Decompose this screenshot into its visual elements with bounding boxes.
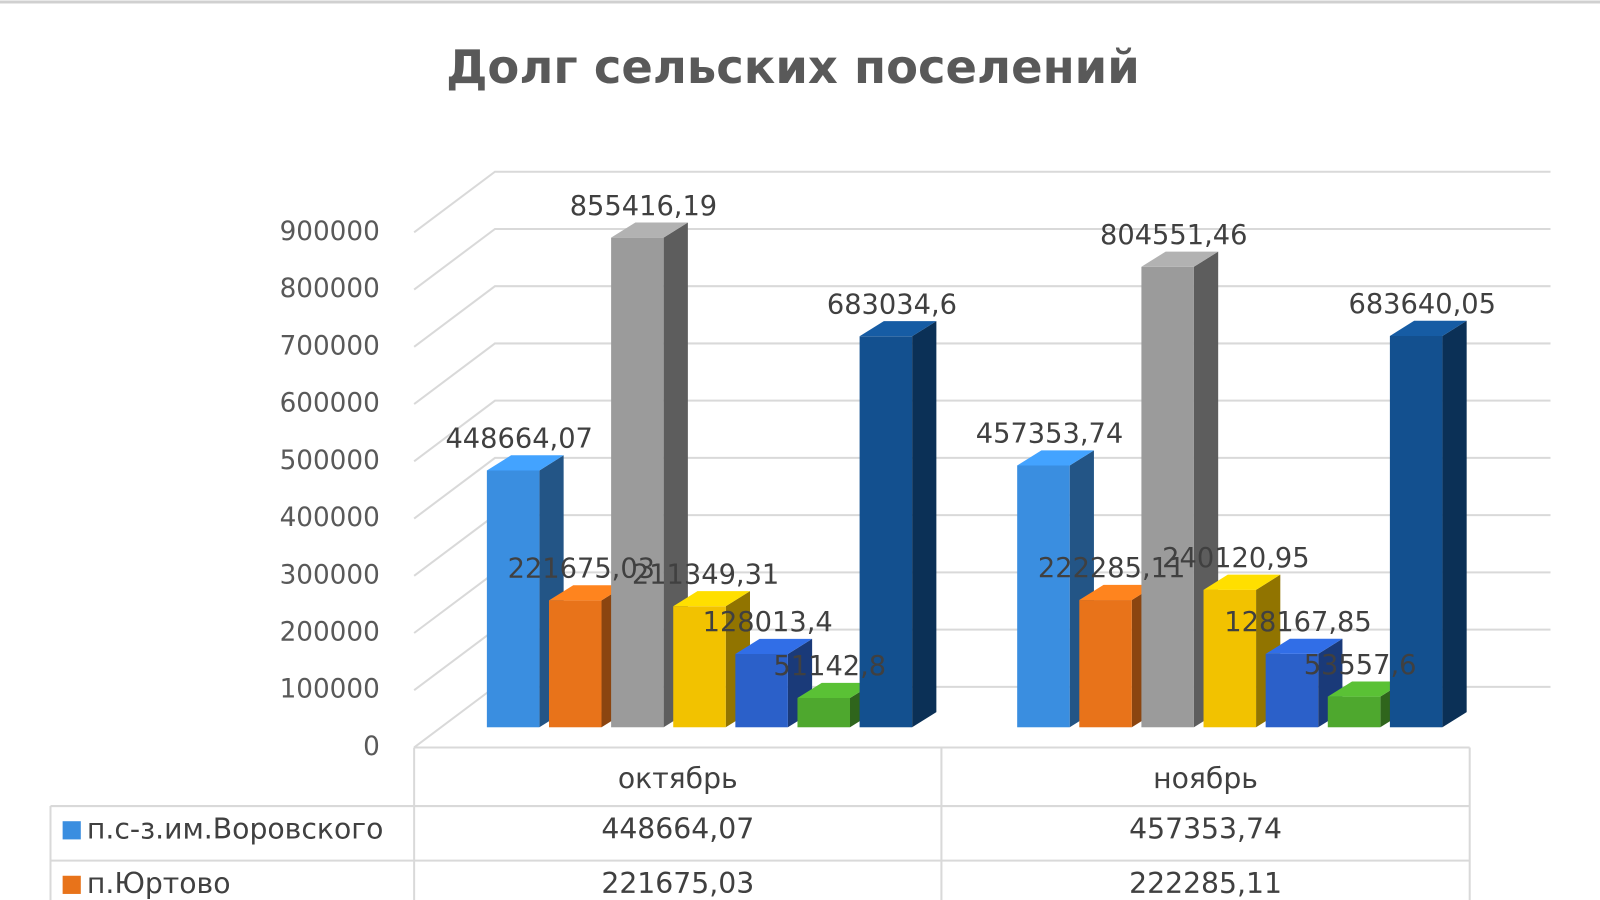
chart-title: Долг сельских поселений — [446, 40, 1140, 94]
bar-top — [859, 321, 937, 337]
data-label: 683640,05 — [1348, 289, 1495, 320]
table-cell: 222285,11 — [1129, 867, 1282, 900]
bar-front — [673, 606, 726, 728]
data-label: 221675,03 — [508, 554, 655, 585]
bar-front — [1079, 600, 1132, 728]
y-tick-label: 200000 — [280, 617, 380, 647]
grid-line — [413, 227, 1551, 291]
bar-top — [1141, 251, 1219, 267]
grid-line — [413, 456, 1551, 520]
table-cell: 457353,74 — [1129, 812, 1282, 845]
y-tick-label: 100000 — [280, 675, 380, 705]
bar — [1203, 574, 1281, 728]
y-tick-label: 900000 — [280, 217, 380, 247]
bar-top — [1265, 638, 1343, 654]
bar-top — [548, 585, 626, 601]
table-cell: 448664,07 — [601, 812, 754, 845]
bar — [1389, 320, 1467, 728]
data-label: 683034,6 — [827, 290, 957, 321]
bar-front — [1017, 465, 1070, 728]
data-label: 222285,11 — [1038, 553, 1185, 584]
y-tick-label: 400000 — [280, 503, 380, 533]
data-label: 51142,8 — [773, 651, 886, 682]
bar-front — [1203, 589, 1257, 728]
data-label: 211349,31 — [632, 559, 779, 590]
bar-top — [1079, 584, 1157, 601]
table-cell: 221675,03 — [601, 867, 754, 900]
bar-top — [1389, 320, 1467, 336]
x-tick-label: ноябрь — [1153, 762, 1258, 795]
legend-entry: п.с-з.им.Воровского — [87, 812, 384, 845]
bar-top — [611, 222, 688, 238]
data-label: 128013,4 — [703, 607, 833, 638]
bar — [859, 321, 937, 728]
legend-swatch — [62, 875, 81, 894]
bar-top — [735, 638, 813, 654]
bar-front — [797, 697, 850, 728]
bar-front — [735, 653, 788, 728]
bar — [1265, 638, 1343, 728]
bar-side — [1442, 320, 1467, 728]
data-label: 448664,07 — [445, 424, 592, 455]
bar — [611, 222, 688, 728]
y-tick-label: 800000 — [280, 274, 380, 304]
bar-front — [548, 600, 602, 728]
data-label: 128167,85 — [1224, 607, 1371, 638]
data-label: 855416,19 — [570, 191, 717, 222]
data-label: 53557,6 — [1304, 650, 1417, 681]
y-tick-label: 0 — [363, 732, 380, 762]
grid-line — [413, 342, 1551, 405]
y-tick-label: 700000 — [280, 331, 380, 361]
bar-side — [912, 321, 937, 728]
bar — [486, 455, 564, 728]
bar-top — [673, 591, 750, 607]
bar-front — [1265, 653, 1319, 728]
bar-top — [1017, 450, 1094, 466]
legend-swatch — [62, 821, 81, 840]
bar-top — [797, 682, 875, 698]
y-tick-label: 600000 — [280, 389, 380, 419]
bar-front — [1327, 696, 1381, 728]
data-label: 457353,74 — [976, 419, 1123, 450]
x-tick-label: октябрь — [618, 762, 738, 795]
legend-entry: п.Юртово — [87, 867, 231, 900]
bar-front — [1141, 266, 1194, 728]
data-label: 804551,46 — [1100, 220, 1247, 251]
bar-front — [611, 237, 664, 728]
bar-top — [1327, 681, 1405, 697]
data-label: 240120,95 — [1162, 543, 1309, 574]
bar-top — [486, 455, 564, 471]
bar-front — [1389, 335, 1443, 728]
y-tick-label: 500000 — [280, 446, 380, 476]
bar-front — [486, 470, 540, 728]
grid-line — [413, 170, 1551, 234]
bar-front — [859, 336, 913, 728]
bar-top — [1203, 574, 1281, 590]
y-tick-label: 300000 — [280, 560, 380, 590]
